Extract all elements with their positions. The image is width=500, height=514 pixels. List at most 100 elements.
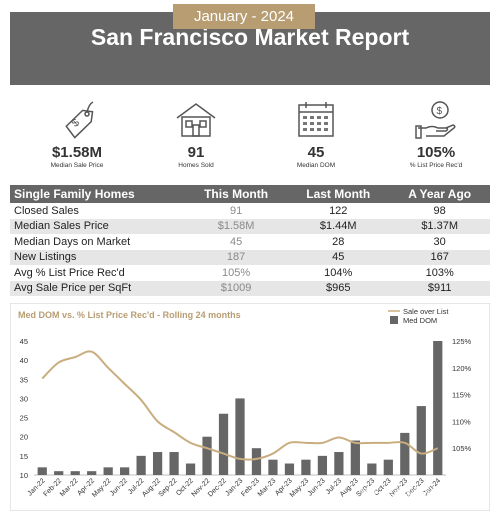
kpi-value: 45	[307, 144, 325, 161]
bar-med-dom	[136, 455, 146, 475]
svg-text:$: $	[70, 117, 82, 130]
kpi-label: Homes Sold	[178, 162, 214, 169]
bar-med-dom	[152, 452, 163, 475]
table-row: Median Days on Market 45 28 30	[10, 234, 490, 250]
y-right-tick-label: 115%	[452, 391, 471, 400]
y-left-tick-label: 40	[20, 356, 28, 365]
cell-year-ago: $1.37M	[389, 218, 490, 234]
bar-med-dom	[400, 432, 410, 475]
dom-vs-list-price-chart: Med DOM vs. % List Price Rec'd - Rolling…	[10, 303, 490, 511]
legend-label: Sale over List	[403, 307, 449, 316]
y-right-tick-label: 125%	[452, 337, 472, 346]
report-date-banner: January - 2024	[173, 4, 315, 29]
legend-label: Med DOM	[403, 316, 437, 325]
legend-bar-swatch	[390, 316, 398, 324]
bar-med-dom	[54, 471, 64, 475]
cell-year-ago: 30	[433, 235, 446, 248]
kpi-label: Median Sale Price	[50, 162, 104, 169]
price-tag-icon: $	[65, 101, 94, 139]
row-label: Closed Sales	[14, 204, 79, 217]
table-header-cell: Single Family Homes	[10, 185, 185, 203]
row-label: Median Days on Market	[14, 235, 131, 248]
bar-med-dom	[367, 463, 377, 475]
chart-legend: Sale over List Med DOM	[388, 307, 449, 325]
table-header-cell: A Year Ago	[389, 185, 490, 203]
kpi-homes-sold: 91 Homes Sold	[141, 98, 251, 169]
hand-money-icon: $	[415, 101, 456, 139]
bar-med-dom	[301, 459, 311, 475]
bar-med-dom	[169, 452, 179, 475]
house-icon	[176, 103, 216, 137]
chart-svg: Med DOM vs. % List Price Rec'd - Rolling…	[10, 303, 490, 511]
cell-year-ago: 98	[433, 204, 446, 217]
chart-frame	[10, 303, 490, 511]
cell-this-month: 91	[229, 204, 243, 217]
bar-med-dom	[251, 448, 262, 475]
row-label: New Listings	[10, 249, 185, 265]
cell-last-month: 28	[332, 235, 345, 248]
cell-this-month: 187	[185, 249, 288, 265]
table-row: Closed Sales 91 122 98	[10, 203, 490, 219]
series-line-sale-over-list	[41, 350, 439, 461]
y-right-tick-label: 105%	[452, 444, 472, 453]
bar-med-dom	[268, 459, 278, 475]
bar-med-dom	[70, 471, 80, 475]
y-left-tick-label: 35	[20, 375, 28, 384]
cell-this-month: 45	[229, 235, 243, 248]
bar-med-dom	[350, 440, 360, 475]
kpi-label: Median DOM	[296, 162, 336, 169]
table-row: Avg Sale Price per SqFt $1009 $965 $911	[10, 280, 490, 296]
table-header-row: Single Family Homes This Month Last Mont…	[10, 185, 490, 203]
kpi-median-dom: 45 Median DOM	[261, 98, 371, 169]
bar-med-dom	[218, 413, 229, 475]
row-label: Avg % List Price Rec'd	[14, 266, 125, 279]
bar-med-dom	[334, 452, 344, 475]
kpi-list-price-received: $ 105% % List Price Rec'd	[381, 98, 491, 169]
y-left-tick-label: 10	[20, 471, 28, 480]
cell-year-ago: 103%	[425, 266, 454, 279]
cell-this-month: $1.58M	[185, 218, 288, 234]
bar-med-dom	[37, 467, 47, 475]
table-row: New Listings 187 45 167	[10, 249, 490, 265]
kpi-label: % List Price Rec'd	[409, 162, 463, 169]
y-left-tick-label: 30	[20, 394, 28, 403]
cell-this-month: 105%	[222, 266, 251, 279]
kpi-median-sale-price: $ $1.58M Median Sale Price	[22, 98, 132, 169]
chart-title: Med DOM vs. % List Price Rec'd - Rolling…	[18, 310, 241, 320]
bar-med-dom	[120, 467, 130, 475]
bar-med-dom	[185, 463, 196, 475]
cell-year-ago: 167	[389, 249, 490, 265]
bar-med-dom	[416, 406, 426, 475]
table-row: Median Sales Price $1.58M $1.44M $1.37M	[10, 218, 490, 234]
kpi-row: $ $1.58M Median Sale Price 91 Homes Sold	[0, 98, 500, 178]
stats-table: Single Family Homes This Month Last Mont…	[10, 185, 490, 296]
svg-text:$: $	[437, 106, 443, 117]
y-right-tick-label: 120%	[452, 364, 472, 373]
cell-last-month: 122	[329, 204, 348, 217]
watermark-text: 知乎 @美国硅谷老蔡	[360, 486, 453, 499]
table-row: Avg % List Price Rec'd 105% 104% 103%	[10, 265, 490, 281]
row-label: Avg Sale Price per SqFt	[10, 280, 185, 296]
bar-med-dom	[284, 463, 295, 475]
cell-last-month: $965	[287, 280, 390, 296]
kpi-value: 91	[187, 144, 205, 161]
calendar-icon	[298, 102, 334, 137]
table-header-cell: Last Month	[287, 185, 390, 203]
row-label: Median Sales Price	[10, 218, 185, 234]
bar-med-dom	[235, 398, 245, 475]
table-header-cell: This Month	[185, 185, 288, 203]
kpi-value: 105%	[416, 144, 456, 161]
y-left-tick-label: 15	[20, 452, 28, 461]
kpi-value: $1.58M	[51, 144, 103, 161]
bar-med-dom	[87, 471, 97, 475]
y-left-tick-label: 45	[20, 337, 28, 346]
cell-year-ago: $911	[389, 280, 490, 296]
cell-this-month: $1009	[185, 280, 288, 296]
bar-med-dom	[383, 459, 393, 475]
bar-med-dom	[103, 467, 113, 475]
bar-med-dom	[433, 341, 443, 475]
chart-bars	[37, 341, 443, 475]
y-left-tick-label: 25	[20, 414, 28, 423]
cell-last-month: 104%	[324, 266, 353, 279]
cell-last-month: 45	[287, 249, 390, 265]
